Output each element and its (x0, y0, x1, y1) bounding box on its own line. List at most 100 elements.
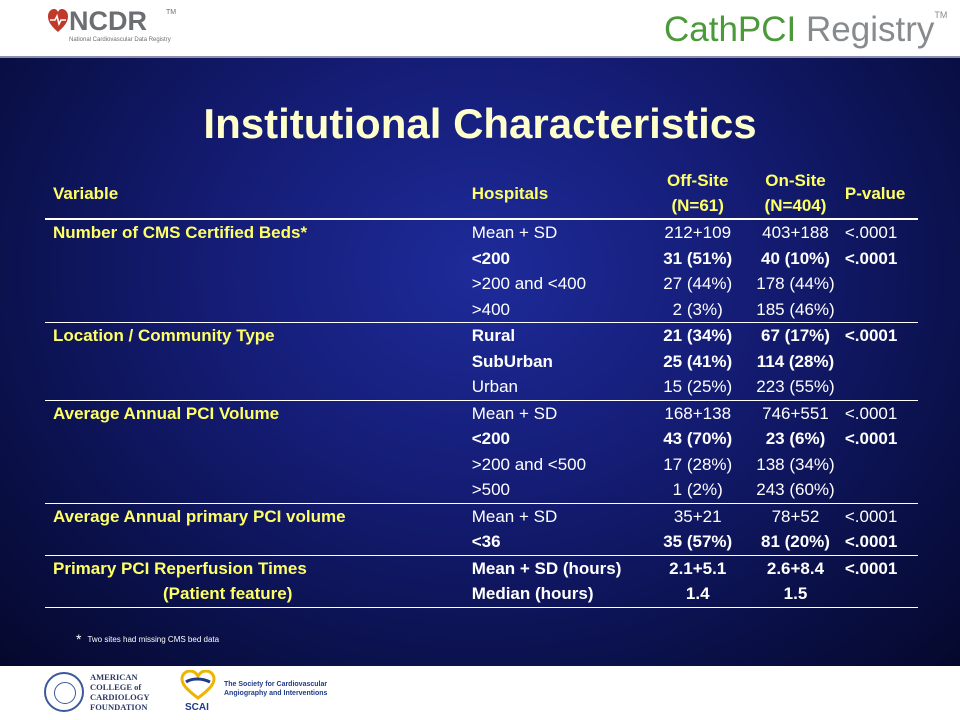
acc-seal-icon (44, 672, 84, 712)
row-variable (45, 426, 472, 452)
scai-logo: SCAI The Society for Cardiovascular Angi… (180, 670, 330, 718)
cathpci-registry-logo: CathPCI RegistryTM (664, 10, 947, 50)
registry-name-part1: CathPCI (664, 10, 797, 49)
slide-content: Institutional Characteristics Variable H… (0, 56, 960, 666)
row-pvalue: <.0001 (844, 532, 898, 552)
row-onsite: 78+52 (746, 502, 845, 529)
row-onsite: 178 (44%) (756, 274, 835, 294)
table-row: >500 1 (2%) 243 (60%) (45, 477, 918, 503)
row-onsite: 40 (10%) (760, 248, 830, 268)
table-row: <36 35 (57%) 81 (20%) <.0001 (45, 529, 918, 555)
row-variable (45, 529, 472, 555)
row-hospitals: >200 and <500 (471, 454, 587, 474)
characteristics-table: Variable Hospitals Off-Site On-Site P-va… (45, 168, 918, 608)
row-hospitals: <200 (471, 429, 510, 449)
ncdr-subtitle: National Cardiovascular Data Registry (69, 37, 171, 43)
row-offsite: 2 (3%) (672, 299, 723, 319)
row-onsite: 223 (55%) (756, 377, 835, 397)
col-header-variable: Variable (45, 168, 472, 220)
scai-line: The Society for Cardiovascular (224, 681, 328, 688)
row-offsite: 168+138 (649, 399, 747, 426)
row-onsite: 81 (20%) (760, 532, 830, 552)
row-variable: Number of CMS Certified Beds* (53, 223, 308, 243)
acc-foundation-logo: AMERICAN COLLEGE of CARDIOLOGY FOUNDATIO… (44, 672, 174, 716)
row-hospitals: Mean + SD (471, 399, 650, 426)
row-hospitals: Urban (471, 377, 519, 397)
row-variable: Location / Community Type (45, 322, 472, 349)
scai-wordmark: SCAI (185, 702, 209, 713)
row-pvalue: <.0001 (844, 248, 898, 268)
row-hospitals: >400 (471, 299, 510, 319)
row-onsite: 403+188 (762, 223, 829, 243)
table-row: >200 and <500 17 (28%) 138 (34%) (45, 452, 918, 478)
row-offsite: 31 (51%) (663, 248, 733, 268)
row-pvalue (845, 374, 918, 400)
row-onsite: 2.6+8.4 (746, 554, 845, 581)
row-hospitals: Rural (471, 322, 650, 349)
row-offsite: 35 (57%) (663, 532, 733, 552)
footnote-star: * (76, 631, 82, 647)
row-variable (45, 271, 472, 297)
table-row: Primary PCI Reperfusion Times Mean + SD … (45, 554, 918, 581)
row-pvalue (845, 271, 918, 297)
row-hospitals: >200 and <400 (471, 274, 587, 294)
registry-trademark: TM (934, 10, 948, 20)
row-pvalue (845, 349, 918, 375)
row-onsite: 67 (17%) (746, 322, 845, 349)
row-hospitals: Mean + SD (471, 502, 650, 529)
row-pvalue (845, 297, 918, 323)
row-hospitals: <36 (471, 532, 501, 552)
table-row: Urban 15 (25%) 223 (55%) (45, 374, 918, 400)
ncdr-trademark: TM (166, 9, 177, 16)
row-variable (45, 477, 472, 503)
row-offsite: 35+21 (649, 502, 747, 529)
row-onsite: 138 (34%) (756, 454, 835, 474)
row-pvalue: <.0001 (844, 502, 918, 529)
ncdr-heart-icon (48, 9, 68, 32)
footnote: * Two sites had missing CMS bed data (76, 631, 219, 647)
acc-line: FOUNDATION (90, 702, 148, 712)
col-header-pvalue: P-value (844, 168, 918, 220)
row-hospitals: <200 (471, 248, 510, 268)
scai-heart-icon (180, 670, 216, 700)
top-header-bar: NCDR TM National Cardiovascular Data Reg… (0, 0, 960, 55)
row-offsite: 1 (2%) (672, 480, 723, 500)
row-offsite: 212+109 (664, 223, 732, 243)
row-offsite: 17 (28%) (663, 454, 733, 474)
row-variable: Primary PCI Reperfusion Times (45, 554, 472, 581)
row-variable (45, 297, 472, 323)
row-pvalue: <.0001 (844, 223, 898, 243)
registry-name-part2: Registry (796, 10, 935, 49)
col-header-offsite-n: (N=61) (649, 193, 747, 220)
acc-logo-text: AMERICAN COLLEGE of CARDIOLOGY FOUNDATIO… (90, 672, 150, 712)
table-row: Average Annual PCI Volume Mean + SD 168+… (45, 399, 918, 426)
footer-logos-bar: AMERICAN COLLEGE of CARDIOLOGY FOUNDATIO… (0, 666, 960, 720)
row-variable (45, 374, 472, 400)
acc-line: CARDIOLOGY (90, 692, 150, 702)
row-onsite: 185 (46%) (756, 299, 835, 319)
row-offsite: 15 (25%) (663, 377, 733, 397)
row-variable: Average Annual primary PCI volume (45, 502, 472, 529)
row-variable: (Patient feature) (45, 581, 472, 608)
row-hospitals: >500 (471, 480, 510, 500)
row-hospitals: Mean + SD (471, 223, 558, 243)
row-onsite: 114 (28%) (756, 351, 835, 371)
row-offsite: 43 (70%) (663, 429, 733, 449)
row-hospitals: SubUrban (471, 351, 553, 371)
table-row: <200 31 (51%) 40 (10%) <.0001 (45, 246, 918, 272)
row-pvalue: <.0001 (844, 399, 918, 426)
table-row: Number of CMS Certified Beds* Mean + SD … (45, 219, 918, 246)
table-row: >400 2 (3%) 185 (46%) (45, 297, 918, 323)
table-row: >200 and <400 27 (44%) 178 (44%) (45, 271, 918, 297)
row-offsite: 21 (34%) (649, 322, 747, 349)
table-row: Average Annual primary PCI volume Mean +… (45, 502, 918, 529)
row-offsite: 25 (41%) (663, 351, 733, 371)
row-pvalue: <.0001 (844, 429, 898, 449)
row-variable: Average Annual PCI Volume (45, 399, 472, 426)
row-hospitals: Mean + SD (hours) (471, 554, 650, 581)
col-header-onsite: On-Site (765, 171, 826, 190)
table-row: (Patient feature) Median (hours) 1.4 1.5 (45, 581, 918, 608)
acc-line: COLLEGE of (90, 682, 142, 692)
ncdr-wordmark: NCDR (69, 6, 147, 36)
ncdr-logo: NCDR TM National Cardiovascular Data Reg… (47, 6, 177, 48)
